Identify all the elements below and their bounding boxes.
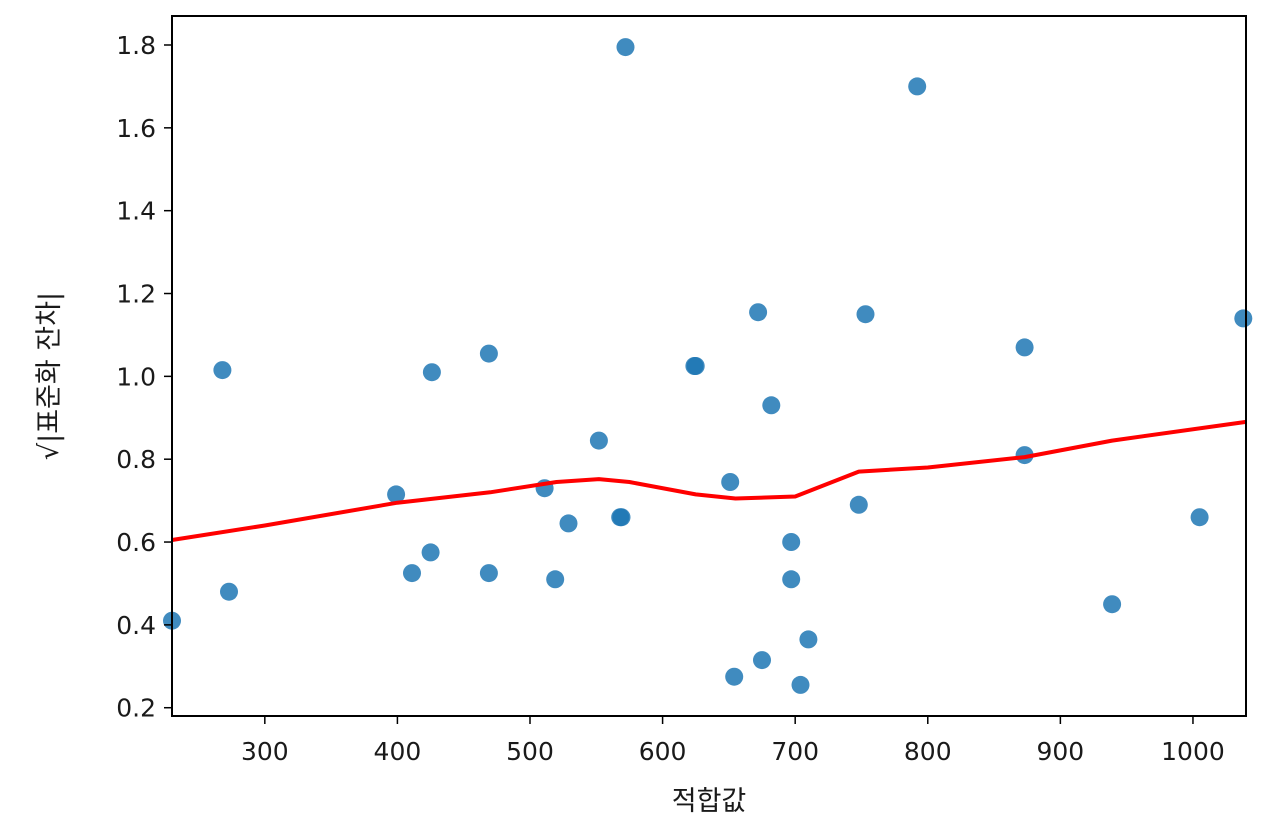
y-tick-label: 0.6	[116, 528, 156, 557]
scatter-point	[799, 630, 818, 649]
scatter-point	[387, 485, 406, 504]
scatter-point	[403, 564, 421, 583]
x-tick-label: 800	[904, 737, 952, 766]
x-tick-label: 700	[771, 737, 819, 766]
scatter-point	[782, 570, 801, 589]
scatter-point	[589, 431, 608, 450]
scatter-point	[213, 361, 232, 380]
x-tick-label: 300	[241, 737, 289, 766]
scatter-point	[1015, 338, 1034, 357]
scatter-point	[422, 363, 441, 382]
y-tick-label: 1.4	[116, 197, 156, 226]
x-axis: 300 400 500 600 700 800 900 1000	[241, 716, 1225, 766]
scatter-point	[546, 570, 565, 589]
points-layer	[163, 38, 1253, 694]
x-tick-label: 600	[639, 737, 687, 766]
scatter-point	[686, 357, 705, 375]
y-tick-label: 0.8	[116, 445, 156, 474]
y-tick-label: 1.6	[116, 114, 156, 143]
scatter-point	[849, 495, 868, 514]
scatter-point	[753, 651, 771, 670]
y-tick-label: 0.2	[116, 694, 156, 723]
lowess-line-layer	[171, 419, 1247, 542]
y-tick-label: 1.2	[116, 280, 156, 309]
x-tick-label: 500	[506, 737, 554, 766]
scatter-point	[479, 344, 498, 363]
scatter-point	[791, 675, 810, 694]
scatter-point	[612, 508, 631, 527]
scatter-point	[559, 514, 578, 533]
scatter-point	[762, 396, 781, 415]
scatter-point	[1103, 595, 1122, 614]
scatter-point	[725, 667, 744, 686]
y-tick-label: 0.4	[116, 611, 156, 640]
scatter-point	[479, 564, 498, 583]
x-tick-label: 400	[374, 737, 422, 766]
scatter-point	[856, 305, 875, 324]
y-axis-title: √|표준화 잔차|	[34, 292, 65, 460]
scatter-point	[421, 543, 440, 562]
scatter-point	[721, 473, 740, 491]
x-tick-label: 900	[1037, 737, 1085, 766]
scatter-point	[1190, 508, 1209, 527]
scatter-point	[616, 38, 635, 57]
x-tick-label: 1000	[1161, 737, 1225, 766]
scatter-point	[908, 77, 927, 96]
y-axis: 0.2 0.4 0.6 0.8 1.0 1.2 1.4 1.6 1.8	[116, 31, 172, 723]
scatter-point	[749, 303, 768, 322]
y-tick-label: 1.0	[116, 362, 156, 391]
scatter-point	[782, 533, 801, 551]
scatter-point	[220, 582, 238, 601]
plot-frame	[171, 15, 1247, 717]
scatter-point	[1234, 309, 1253, 328]
y-tick-label: 1.8	[116, 31, 156, 60]
lowess-line	[171, 419, 1247, 542]
x-axis-title: 적합값	[672, 786, 747, 817]
